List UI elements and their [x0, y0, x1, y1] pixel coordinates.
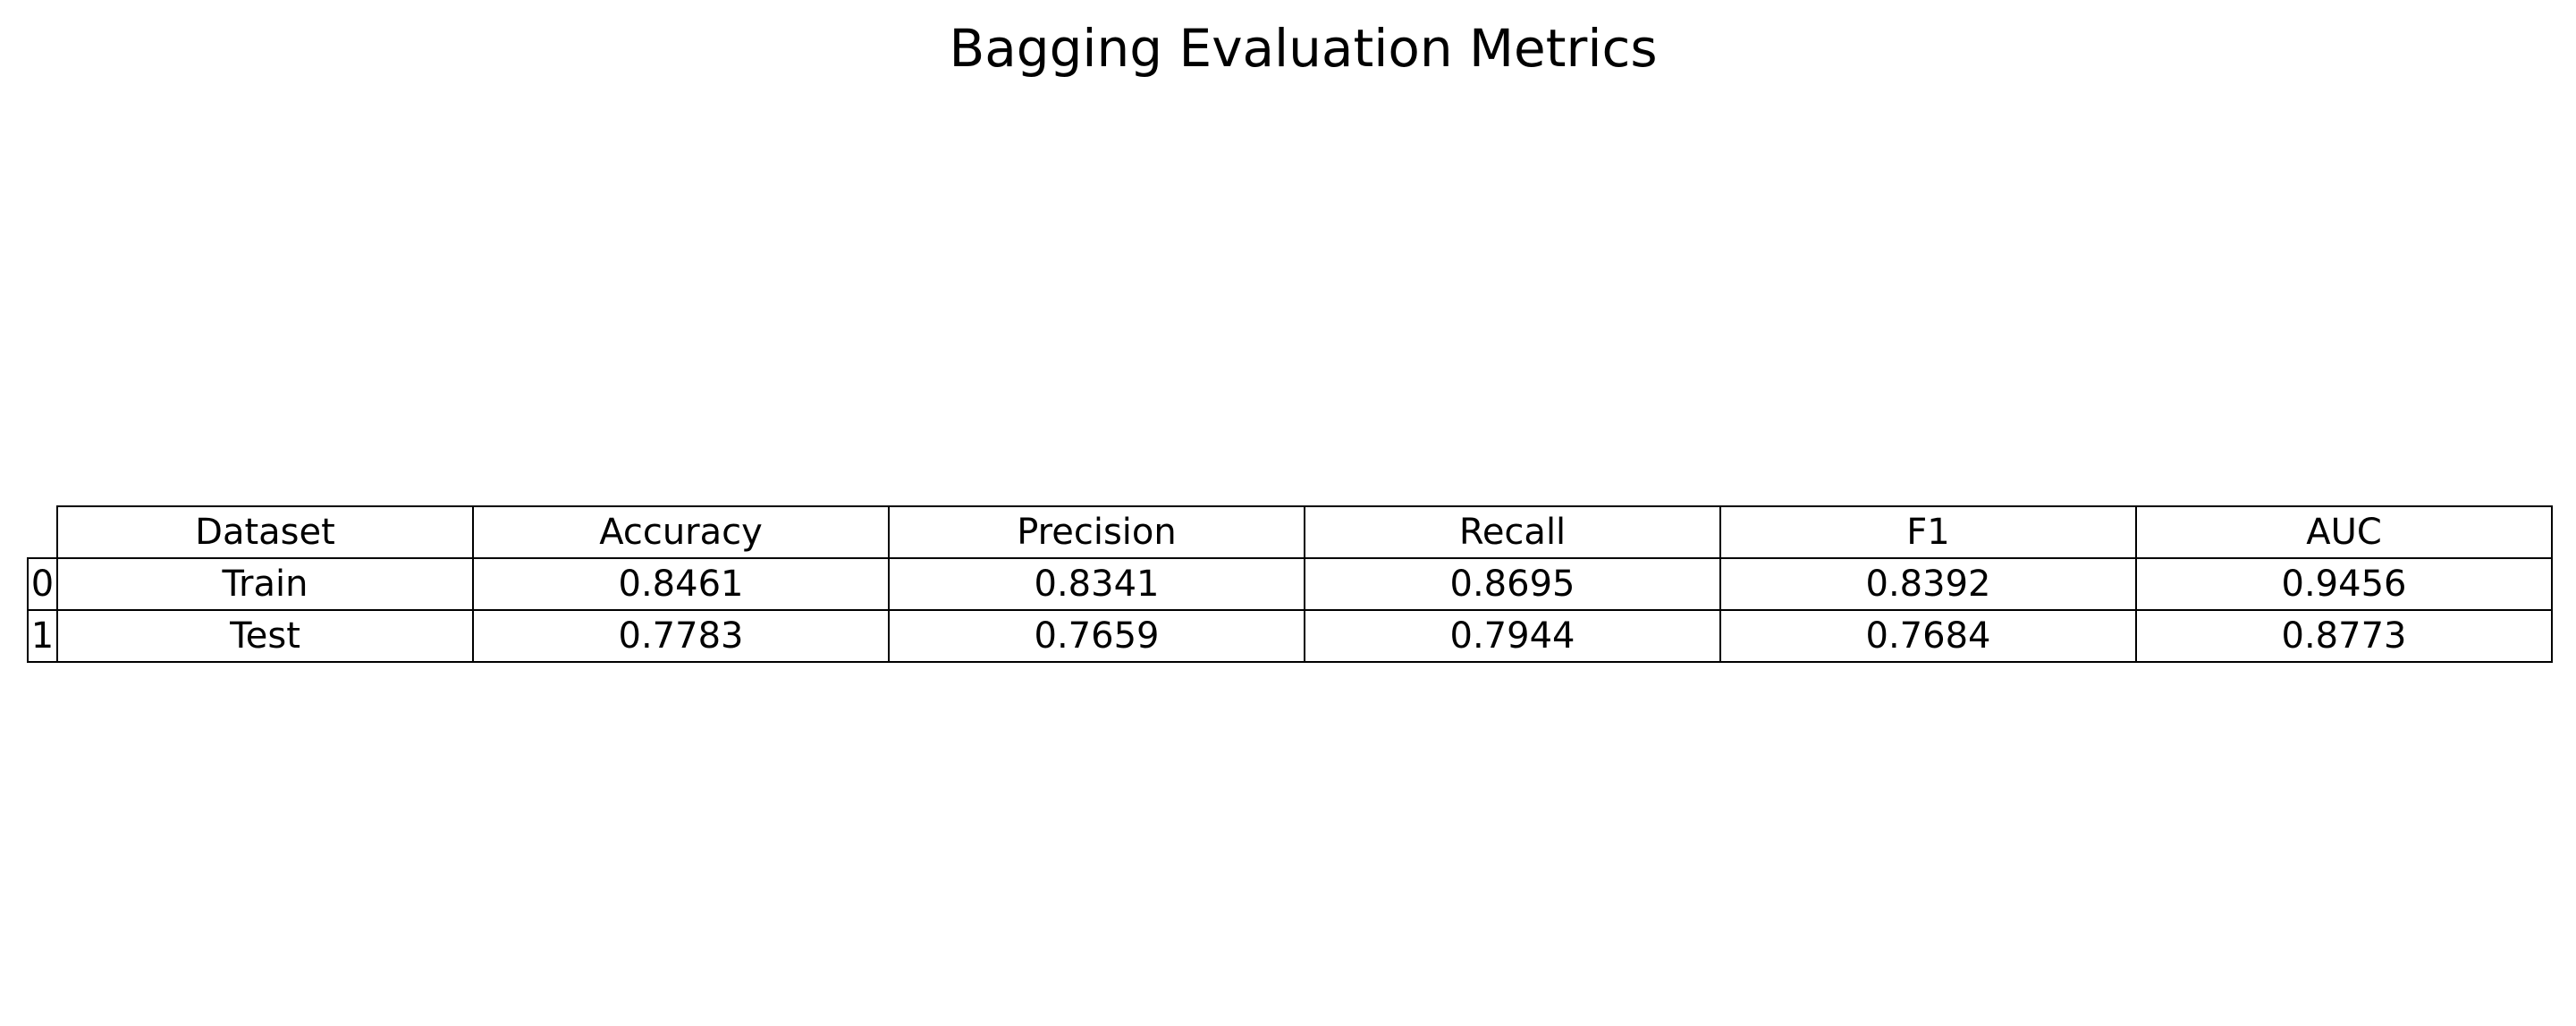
- cell-precision: 0.7659: [888, 609, 1305, 663]
- column-header-f1: F1: [1719, 505, 2137, 559]
- cell-f1: 0.7684: [1719, 609, 2137, 663]
- cell-auc: 0.9456: [2135, 557, 2553, 611]
- column-header-precision: Precision: [888, 505, 1305, 559]
- column-header-dataset: Dataset: [56, 505, 474, 559]
- cell-accuracy: 0.7783: [472, 609, 890, 663]
- table-header-row: Dataset Accuracy Precision Recall F1 AUC: [28, 505, 2553, 559]
- cell-dataset: Test: [56, 609, 474, 663]
- corner-cell: [28, 506, 57, 558]
- cell-dataset: Train: [56, 557, 474, 611]
- cell-precision: 0.8341: [888, 557, 1305, 611]
- metrics-table: Dataset Accuracy Precision Recall F1 AUC…: [27, 505, 2553, 663]
- cell-recall: 0.7944: [1304, 609, 1721, 663]
- column-header-recall: Recall: [1304, 505, 1721, 559]
- column-header-accuracy: Accuracy: [472, 505, 890, 559]
- row-index: 1: [27, 609, 58, 663]
- chart-title: Bagging Evaluation Metrics: [949, 18, 1658, 79]
- cell-auc: 0.8773: [2135, 609, 2553, 663]
- table-row: 1 Test 0.7783 0.7659 0.7944 0.7684 0.877…: [27, 609, 2553, 663]
- row-index: 0: [27, 557, 58, 611]
- cell-recall: 0.8695: [1304, 557, 1721, 611]
- cell-f1: 0.8392: [1719, 557, 2137, 611]
- table-row: 0 Train 0.8461 0.8341 0.8695 0.8392 0.94…: [27, 557, 2553, 611]
- cell-accuracy: 0.8461: [472, 557, 890, 611]
- column-header-auc: AUC: [2135, 505, 2553, 559]
